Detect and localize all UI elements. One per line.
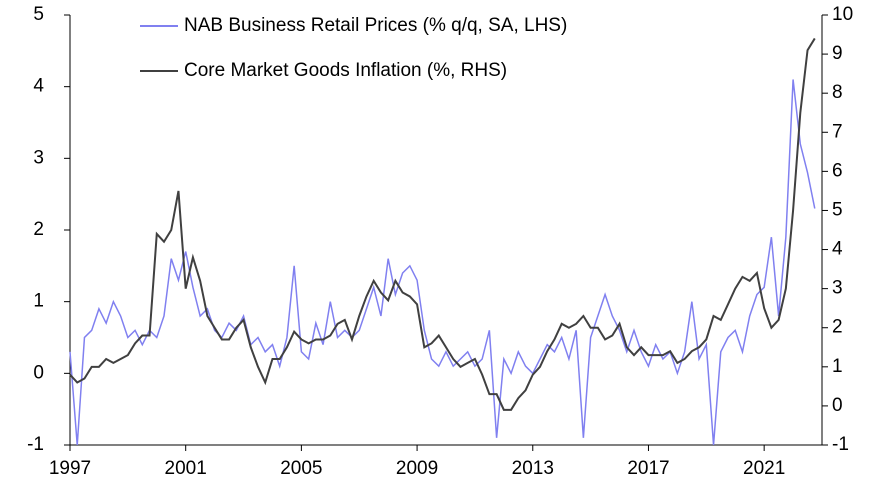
y-tick-label: 2 [33, 219, 44, 240]
x-tick-label: 2005 [280, 458, 322, 479]
y2-tick-label: 0 [832, 395, 843, 416]
series-line [69, 37, 816, 411]
y-tick-label: 0 [33, 362, 44, 383]
y2-tick-label: 3 [832, 278, 843, 299]
x-tick-label: 2021 [743, 458, 785, 479]
y2-tick-label: -1 [832, 434, 849, 455]
y2-tick-label: 1 [832, 356, 843, 377]
y-tick-label: 3 [33, 147, 44, 168]
y2-tick-label: 9 [832, 43, 843, 64]
y2-tick-label: 8 [832, 82, 843, 103]
legend-label: Core Market Goods Inflation (%, RHS) [184, 60, 507, 81]
x-tick-label: 2009 [396, 458, 438, 479]
y-tick-label: 5 [33, 4, 44, 25]
y2-tick-label: 10 [832, 4, 853, 25]
series-line [69, 79, 816, 446]
y2-tick-label: 5 [832, 199, 843, 220]
y-tick-label: 1 [33, 291, 44, 312]
x-tick-label: 2001 [165, 458, 207, 479]
x-tick-label: 2013 [512, 458, 554, 479]
x-tick-label: 2017 [627, 458, 669, 479]
y2-tick-label: 4 [832, 239, 843, 260]
y-tick-label: 4 [33, 76, 44, 97]
y-tick-label: -1 [27, 434, 44, 455]
x-tick-label: 1997 [49, 458, 91, 479]
y2-tick-label: 7 [832, 121, 843, 142]
y2-tick-label: 6 [832, 160, 843, 181]
y2-tick-label: 2 [832, 317, 843, 338]
legend-label: NAB Business Retail Prices (% q/q, SA, L… [184, 15, 567, 36]
